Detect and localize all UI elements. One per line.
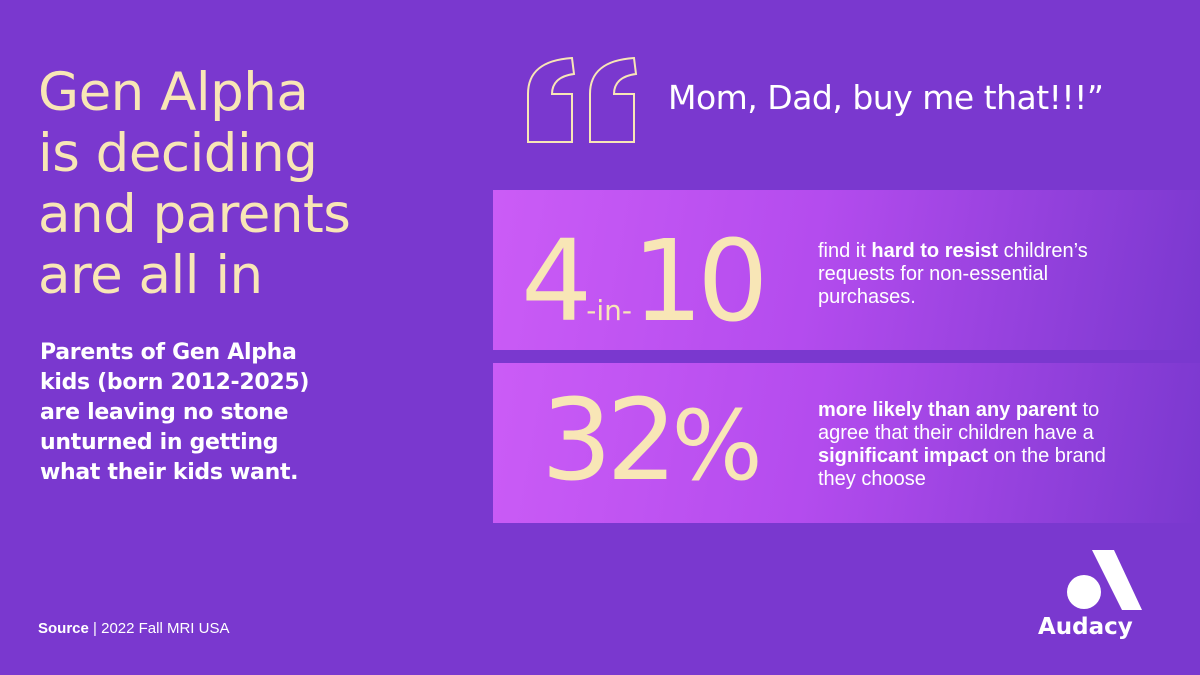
quote-marks bbox=[527, 56, 638, 143]
text-line: is deciding bbox=[38, 123, 318, 184]
text-run: to agree that their children have a bbox=[818, 399, 1100, 444]
source: Source | 2022 Fall MRI USA bbox=[38, 620, 230, 637]
text-line: what their kids want. bbox=[40, 460, 299, 485]
emphasis: more likely than any parent bbox=[818, 399, 1077, 421]
stat-panel: 4-in-10 find it hard to resist children’… bbox=[493, 190, 1200, 350]
source-text: 2022 Fall MRI USA bbox=[101, 620, 230, 637]
text-run: children’s requests for non-essential pu… bbox=[818, 240, 1088, 308]
stat-figure: 32% bbox=[541, 385, 763, 497]
source-label: Source bbox=[38, 620, 89, 637]
text-run: on the brand they choose bbox=[818, 445, 1106, 490]
text-line: and parents bbox=[38, 184, 351, 245]
emphasis: significant impact bbox=[818, 445, 989, 467]
emphasis: hard to resist bbox=[871, 240, 999, 262]
stat-panel: 32% more likely than any parent to agree… bbox=[493, 363, 1200, 523]
text-line: are all in bbox=[38, 245, 263, 306]
stat-figure: 4-in-10 bbox=[521, 226, 768, 338]
stat-description: find it hard to resist children’s reques… bbox=[818, 240, 1138, 309]
logo-text: Audacy bbox=[1038, 614, 1133, 640]
source-separator: | bbox=[93, 620, 97, 637]
quote: Mom, Dad, buy me that!!!” bbox=[668, 78, 1104, 117]
stat-big: 4 bbox=[521, 217, 592, 347]
logo-mark bbox=[1067, 550, 1142, 610]
text-line: are leaving no stone bbox=[40, 400, 289, 425]
text-line: kids (born 2012-2025) bbox=[40, 370, 310, 395]
text-line: unturned in getting bbox=[40, 430, 279, 455]
text-line: Gen Alpha bbox=[38, 62, 309, 123]
stat-end: 10 bbox=[632, 217, 768, 347]
stat-end: % bbox=[671, 390, 763, 502]
text-run: find it bbox=[818, 240, 872, 262]
stat-middle: -in- bbox=[586, 294, 632, 327]
stat-description: more likely than any parent to agree tha… bbox=[818, 399, 1138, 491]
stat-big: 32 bbox=[541, 376, 677, 506]
text-line: Parents of Gen Alpha bbox=[40, 340, 297, 365]
subtext: Parents of Gen Alpha kids (born 2012-2025… bbox=[40, 338, 309, 488]
headline: Gen Alpha is deciding and parents are all i… bbox=[38, 62, 351, 306]
